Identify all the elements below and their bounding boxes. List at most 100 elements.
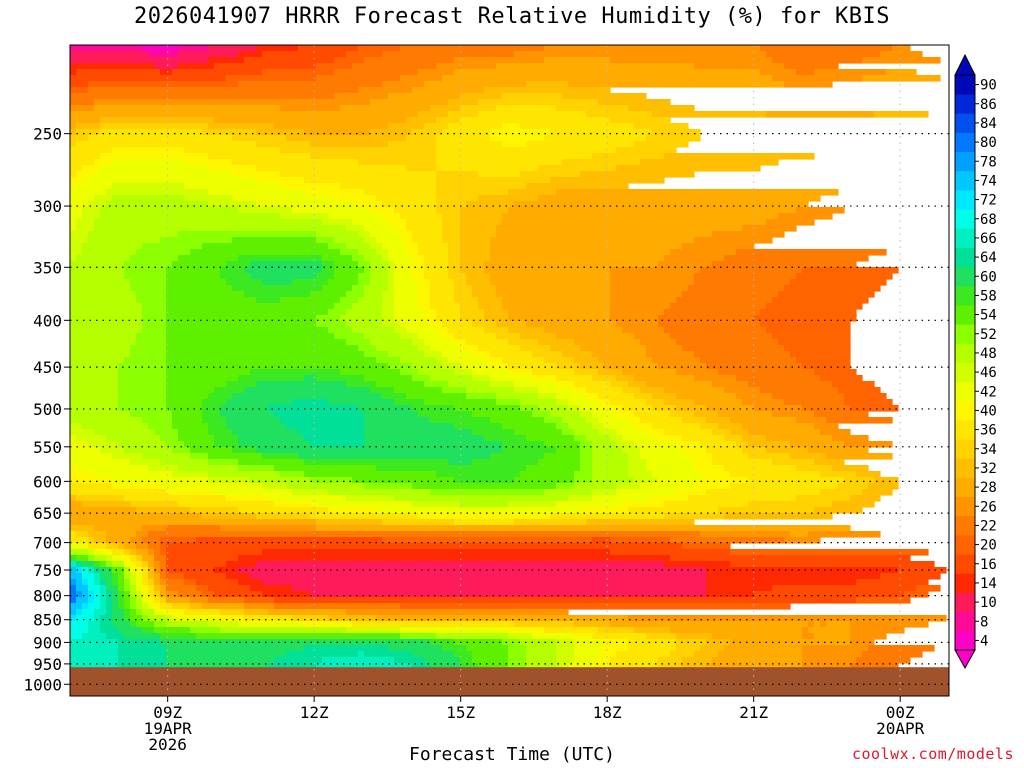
rh-cell-run: [802, 663, 851, 670]
rh-cell-run: [382, 51, 515, 58]
rh-cell-run: [94, 195, 113, 202]
rh-cell-run: [664, 309, 761, 316]
rh-cell-run: [262, 579, 707, 586]
rh-cell-run: [784, 399, 845, 406]
x-tick-label: 00Z: [886, 703, 915, 722]
rh-cell-run: [76, 531, 89, 538]
rh-cell-run: [100, 603, 107, 610]
rh-cell-run: [94, 579, 101, 586]
rh-cell-run: [766, 219, 815, 226]
rh-cell-run: [328, 279, 359, 286]
rh-cell-run: [82, 207, 101, 214]
gridlines: [70, 45, 949, 696]
rh-cell-run: [460, 501, 509, 508]
rh-cell-run: [724, 435, 743, 442]
colorbar-label: 10: [980, 595, 997, 611]
rh-cell-run: [184, 183, 281, 190]
rh-cell-run: [664, 399, 695, 406]
rh-cell-run: [106, 603, 113, 610]
rh-cell-run: [748, 477, 845, 484]
rh-cell-run: [340, 297, 359, 304]
rh-cell-run: [418, 513, 551, 520]
rh-cell-run: [100, 615, 113, 622]
rh-cell-run: [106, 549, 113, 556]
rh-cell-run: [490, 381, 515, 388]
rh-cell-run: [394, 225, 407, 232]
rh-cell-run: [712, 657, 803, 664]
credit-link[interactable]: coolwx.com/models: [851, 745, 1014, 763]
rh-cell-run: [688, 495, 797, 502]
rh-cell-run: [658, 435, 683, 442]
colorbar-label: 32: [980, 461, 997, 477]
rh-cell-run: [106, 591, 113, 598]
rh-cell-run: [262, 279, 293, 286]
rh-cell-run: [202, 243, 329, 250]
colorbar-swatch: [955, 247, 975, 268]
rh-cell-run: [136, 603, 143, 610]
rh-cell-run: [430, 489, 545, 496]
rh-cell-run: [538, 165, 617, 172]
rh-cell-run: [82, 249, 137, 256]
rh-cell-run: [790, 279, 887, 286]
rh-cell-run: [436, 141, 503, 148]
rh-cell-run: [178, 429, 209, 436]
rh-cell-run: [730, 483, 839, 490]
rh-cell-run: [334, 333, 365, 340]
rh-cell-run: [664, 153, 815, 160]
colorbar-label: 78: [980, 154, 997, 170]
rh-cell-run: [760, 309, 857, 316]
rh-cell-run: [166, 381, 227, 388]
rh-cell-run: [166, 351, 365, 358]
rh-cell-run: [358, 273, 371, 280]
rh-cell-run: [676, 639, 707, 646]
rh-cell-run: [388, 351, 425, 358]
x-tick-label: 21Z: [739, 703, 768, 722]
rh-cell-run: [658, 477, 707, 484]
rh-cell-run: [106, 543, 119, 550]
rh-cell-run: [544, 417, 563, 424]
rh-cell-run: [592, 471, 629, 478]
rh-cell-run: [496, 333, 521, 340]
rh-cell-run: [346, 495, 395, 502]
colorbar-label: 66: [980, 231, 997, 247]
rh-cell-run: [682, 345, 785, 352]
rh-cell-run: [118, 405, 167, 412]
rh-cell-run: [148, 549, 155, 556]
rh-cell-run: [346, 225, 365, 232]
rh-cell-run: [580, 405, 605, 412]
rh-cell-run: [376, 345, 419, 352]
rh-cell-run: [904, 591, 929, 598]
rh-cell-run: [100, 579, 107, 586]
rh-cell-run: [154, 621, 167, 628]
rh-cell-run: [604, 645, 629, 652]
rh-cell-run: [76, 183, 113, 190]
rh-cell-run: [460, 231, 497, 238]
rh-cell-run: [124, 591, 131, 598]
rh-cell-run: [574, 633, 593, 640]
rh-cell-run: [412, 363, 443, 370]
rh-cell-run: [658, 321, 761, 328]
rh-cell-run: [334, 273, 359, 280]
rh-cell-run: [70, 105, 95, 112]
rh-cell-run: [856, 597, 911, 604]
rh-cell-run: [166, 651, 287, 658]
rh-cell-run: [472, 369, 509, 376]
rh-cell-run: [88, 531, 107, 538]
rh-cell-run: [76, 561, 83, 568]
rh-cell-run: [166, 405, 203, 412]
rh-cell-run: [376, 465, 527, 472]
rh-cell-run: [562, 429, 575, 436]
rh-cell-run: [148, 603, 155, 610]
rh-cell-run: [70, 639, 119, 646]
rh-cell-run: [598, 651, 617, 658]
rh-cell-run: [166, 393, 209, 400]
rh-cell-run: [100, 447, 125, 454]
rh-cell-run: [82, 573, 95, 580]
rh-cell-run: [130, 345, 167, 352]
rh-cell-run: [382, 303, 395, 310]
rh-cell-run: [250, 369, 341, 376]
rh-cell-run: [148, 579, 155, 586]
rh-cell-run: [796, 357, 851, 364]
rh-cell-run: [166, 645, 305, 652]
